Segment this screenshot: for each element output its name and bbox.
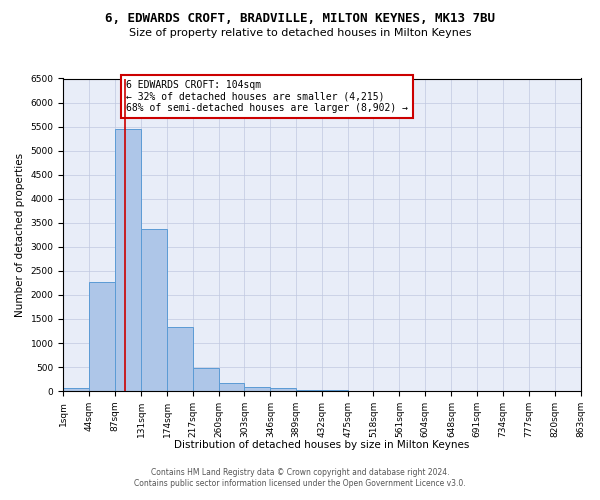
Bar — [89, 282, 115, 391]
Bar — [141, 229, 167, 391]
Bar — [322, 390, 347, 391]
Bar — [63, 388, 89, 391]
Text: 6, EDWARDS CROFT, BRADVILLE, MILTON KEYNES, MK13 7BU: 6, EDWARDS CROFT, BRADVILLE, MILTON KEYN… — [105, 12, 495, 26]
Bar — [244, 388, 270, 391]
Bar — [270, 388, 296, 391]
Text: Size of property relative to detached houses in Milton Keynes: Size of property relative to detached ho… — [129, 28, 471, 38]
Bar — [167, 328, 193, 391]
Bar — [193, 368, 218, 391]
Text: 6 EDWARDS CROFT: 104sqm
← 32% of detached houses are smaller (4,215)
68% of semi: 6 EDWARDS CROFT: 104sqm ← 32% of detache… — [126, 80, 408, 114]
Bar — [218, 383, 244, 391]
Bar — [115, 129, 140, 391]
Bar — [296, 390, 322, 391]
X-axis label: Distribution of detached houses by size in Milton Keynes: Distribution of detached houses by size … — [174, 440, 470, 450]
Text: Contains HM Land Registry data © Crown copyright and database right 2024.
Contai: Contains HM Land Registry data © Crown c… — [134, 468, 466, 487]
Y-axis label: Number of detached properties: Number of detached properties — [15, 153, 25, 317]
